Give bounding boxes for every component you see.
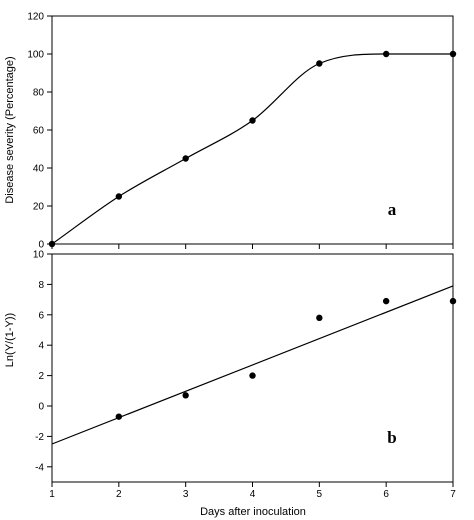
panel-b-points bbox=[115, 297, 457, 420]
data-point bbox=[316, 60, 323, 67]
y-tick-label: -4 bbox=[35, 462, 44, 473]
x-tick-label: 7 bbox=[450, 489, 456, 500]
panel-b-y-ticks: -4 -2 0 2 4 6 8 10 bbox=[33, 250, 52, 473]
panel-b-y-axis-label: Ln(Y/(1-Y)) bbox=[4, 313, 16, 367]
y-tick-label: 100 bbox=[27, 50, 44, 61]
y-tick-label: 80 bbox=[33, 88, 45, 99]
x-tick-label: 5 bbox=[317, 489, 323, 500]
panel-a-tag: a bbox=[388, 200, 397, 219]
y-tick-label: 6 bbox=[38, 310, 44, 321]
data-point bbox=[115, 413, 123, 420]
data-point bbox=[249, 117, 256, 124]
data-point bbox=[382, 297, 390, 305]
data-point bbox=[115, 193, 123, 200]
panel-a-x-ticks bbox=[51, 244, 454, 249]
panel-b-regression-line bbox=[51, 285, 454, 445]
data-point bbox=[382, 50, 390, 58]
y-tick-label: 60 bbox=[33, 126, 45, 137]
x-tick-label: 1 bbox=[49, 489, 55, 500]
y-tick-label: 120 bbox=[27, 12, 44, 23]
panel-b-x-ticks: 1 2 3 4 5 6 7 bbox=[49, 482, 456, 500]
panel-a-y-ticks: 0 20 40 60 80 100 120 bbox=[27, 12, 52, 251]
y-tick-label: -2 bbox=[35, 432, 44, 443]
data-point bbox=[48, 240, 56, 248]
data-point bbox=[182, 392, 189, 399]
x-tick-label: 6 bbox=[383, 489, 389, 500]
x-tick-label: 4 bbox=[250, 489, 256, 500]
y-tick-label: 40 bbox=[33, 164, 45, 175]
y-tick-label: 0 bbox=[38, 402, 44, 413]
panel-a-points bbox=[48, 50, 457, 248]
y-tick-label: 10 bbox=[33, 250, 45, 261]
x-axis-label: Days after inoculation bbox=[200, 506, 306, 518]
panel-a: 0 20 40 60 80 100 120 Disease severity (Percen… bbox=[4, 12, 457, 251]
panel-b-frame bbox=[51, 253, 454, 483]
panel-a-y-axis-label: Disease severity (Percentage) bbox=[4, 56, 16, 203]
data-point bbox=[249, 372, 256, 379]
data-point bbox=[316, 314, 323, 322]
x-tick-label: 2 bbox=[116, 489, 122, 500]
data-point bbox=[182, 155, 189, 162]
y-tick-label: 20 bbox=[33, 202, 45, 213]
y-tick-label: 8 bbox=[38, 280, 44, 291]
y-tick-label: 4 bbox=[38, 341, 44, 352]
data-point bbox=[449, 297, 457, 305]
data-point bbox=[449, 50, 457, 58]
panel-b-tag: b bbox=[387, 428, 396, 447]
y-tick-label: 0 bbox=[38, 240, 44, 251]
x-tick-label: 3 bbox=[183, 489, 189, 500]
y-tick-label: 2 bbox=[38, 371, 44, 382]
